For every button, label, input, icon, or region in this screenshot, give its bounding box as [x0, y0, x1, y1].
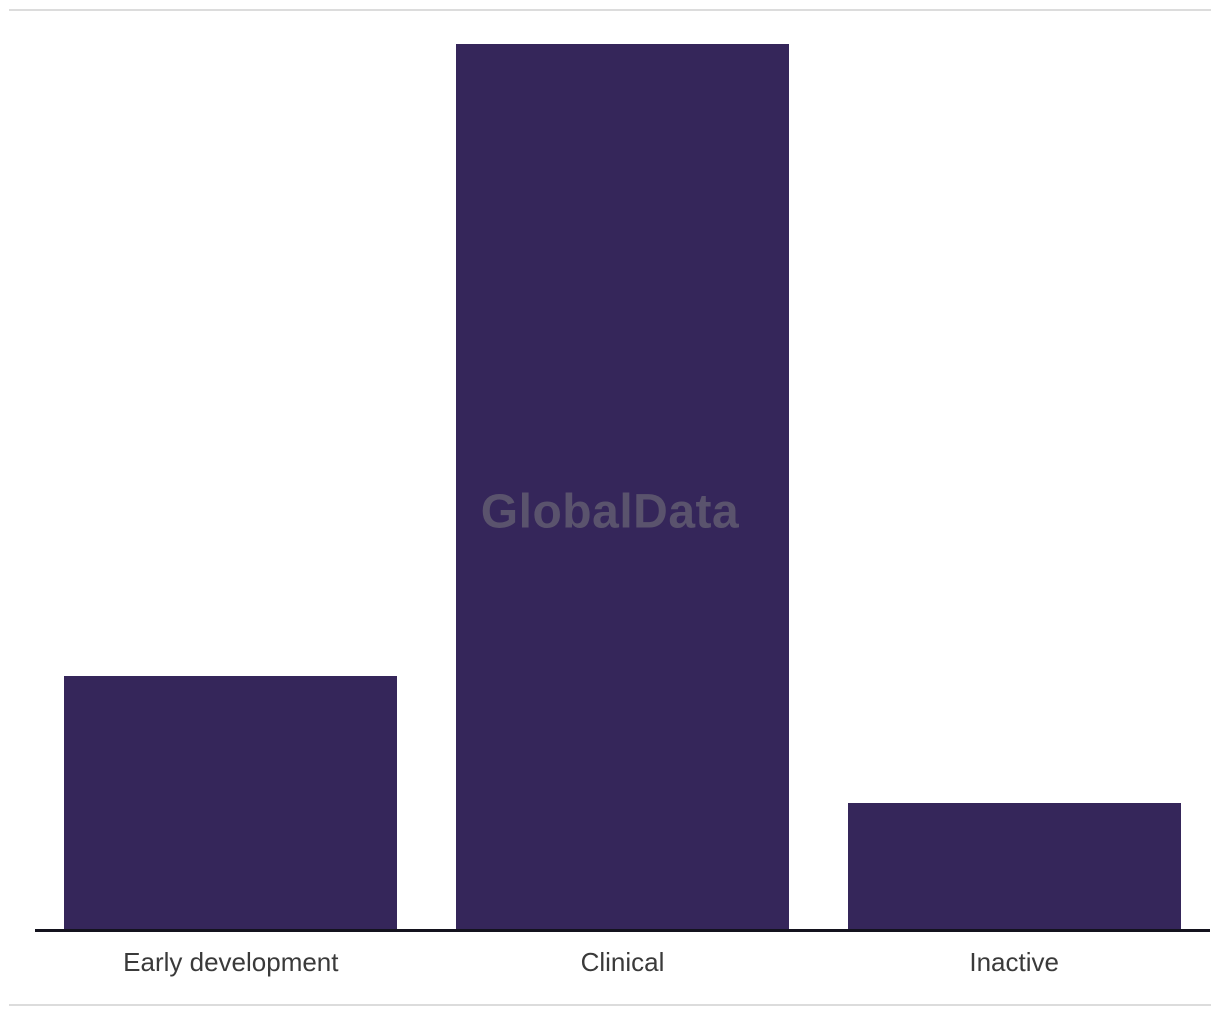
x-tick-label: Early development — [123, 947, 339, 977]
bar-early-development — [64, 676, 398, 929]
bar-clinical — [456, 44, 789, 929]
bar-slot — [818, 44, 1210, 929]
top-divider — [9, 9, 1211, 11]
bottom-divider — [9, 1004, 1211, 1006]
plot-area — [35, 44, 1210, 929]
x-tick-label: Clinical — [580, 947, 665, 977]
x-axis-line — [35, 929, 1210, 932]
x-tick-label: Inactive — [969, 947, 1059, 977]
x-axis-labels: Early development Clinical Inactive — [35, 947, 1210, 977]
bar-slot — [427, 44, 819, 929]
bar-inactive — [847, 802, 1181, 929]
bar-slot — [35, 44, 427, 929]
